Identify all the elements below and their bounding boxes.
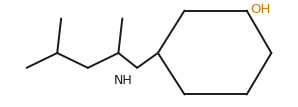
- Text: NH: NH: [114, 74, 132, 87]
- Text: OH: OH: [251, 3, 271, 16]
